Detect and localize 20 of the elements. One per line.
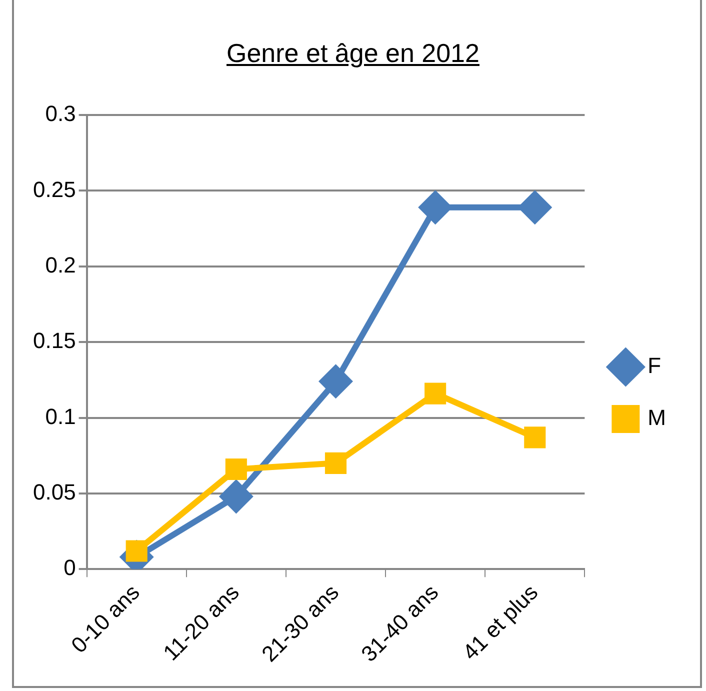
y-tick-label: 0.3 [45,101,76,126]
point [220,480,252,512]
y-tick-label: 0.1 [45,404,76,429]
y-tick-label: 0.25 [32,176,76,202]
point [424,382,446,404]
y-tick-label: 0.05 [32,480,76,505]
legend-label: F [648,353,662,378]
point [524,426,546,448]
point [518,191,551,224]
y-tick-label: 0 [64,555,76,580]
point [419,191,452,224]
y-tick-label: 0.2 [45,252,76,278]
x-tick-label: 41 et plus [458,580,543,665]
chart-title: Genre et âge en 2012 [226,38,480,69]
point [320,365,352,398]
point [225,458,247,480]
legend-label: M [648,405,666,430]
point [324,452,347,474]
x-tick-label: 0-10 ans [66,580,144,658]
y-tick-label: 0.15 [32,328,76,354]
